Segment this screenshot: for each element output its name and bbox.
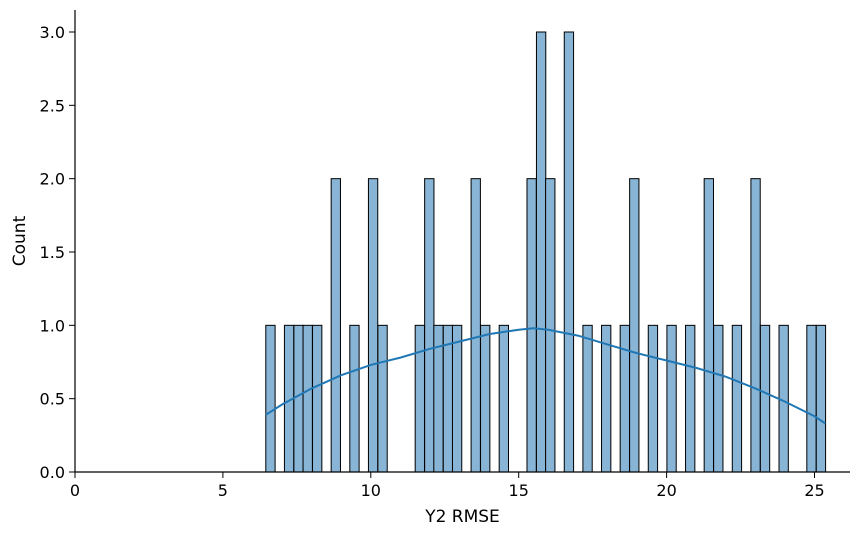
histogram-bar-31 (750, 178, 761, 473)
y-axis-title: Count (10, 215, 30, 266)
histogram-bar-32 (759, 324, 771, 473)
histogram-bar-7 (367, 178, 379, 473)
y-tick-label: 1.0 (40, 316, 65, 335)
histogram-bar-8 (377, 324, 388, 473)
x-tick-label: 10 (361, 481, 381, 500)
histogram-bar-0 (265, 324, 276, 473)
histogram-bar-27 (685, 324, 696, 473)
x-tick-label: 15 (509, 481, 529, 500)
histogram-bar-29 (713, 324, 724, 473)
histogram-bar-15 (480, 324, 491, 473)
y-axis-ticks: 0.0 0.5 1.0 1.5 2.0 2.5 3.0 (40, 23, 75, 482)
histogram-bar-30 (731, 324, 743, 473)
histogram-bars (265, 31, 827, 473)
x-tick-label: 20 (656, 481, 676, 500)
histogram-bar-14 (470, 178, 481, 473)
histogram-bar-24 (629, 178, 640, 473)
x-tick-label: 5 (218, 481, 228, 500)
histogram-bar-26 (666, 324, 677, 473)
histogram-bar-17 (526, 178, 537, 473)
x-axis-ticks: 0 5 10 15 20 25 (70, 472, 825, 500)
histogram-bar-5 (330, 178, 341, 473)
histogram-bar-9 (414, 324, 425, 473)
y-tick-label: 0.0 (40, 463, 65, 482)
histogram-bar-18 (535, 31, 547, 473)
histogram-bar-16 (498, 324, 509, 473)
histogram-bar-20 (563, 31, 575, 473)
histogram-bar-34 (806, 324, 817, 473)
y-tick-label: 2.0 (40, 170, 65, 189)
y-tick-label: 0.5 (40, 390, 65, 409)
kde-curve (265, 327, 827, 425)
histogram-bar-3 (302, 324, 313, 473)
y-tick-label: 1.5 (40, 243, 65, 262)
x-tick-label: 0 (70, 481, 80, 500)
axes (74, 10, 850, 473)
histogram-bar-2 (293, 324, 304, 473)
histogram-bar-23 (619, 324, 630, 473)
y-tick-label: 2.5 (40, 96, 65, 115)
histogram-bar-28 (703, 178, 714, 473)
x-axis-title: Y2 RMSE (424, 507, 500, 527)
histogram-bar-6 (349, 324, 360, 473)
y-tick-label: 3.0 (40, 23, 65, 42)
histogram-bar-4 (312, 324, 323, 473)
x-tick-label: 25 (804, 481, 824, 500)
histogram-bar-12 (442, 324, 454, 473)
histogram-bar-35 (815, 324, 827, 473)
histogram-bar-22 (601, 324, 612, 473)
histogram-bar-21 (582, 324, 593, 473)
histogram-bar-25 (647, 324, 659, 473)
histogram-bar-19 (545, 178, 556, 473)
histogram-bar-13 (451, 324, 463, 473)
histogram-bar-10 (424, 178, 435, 473)
